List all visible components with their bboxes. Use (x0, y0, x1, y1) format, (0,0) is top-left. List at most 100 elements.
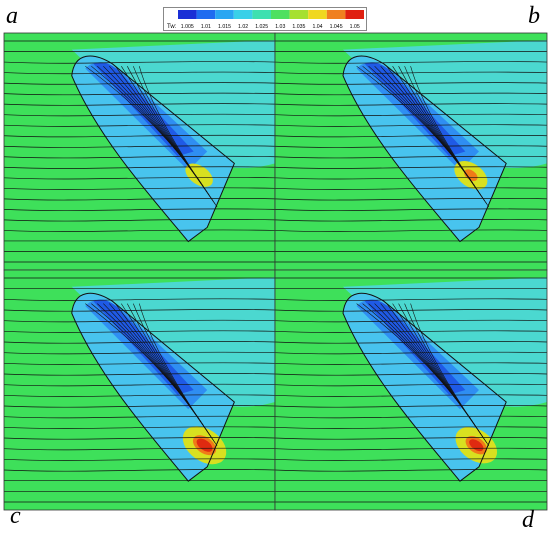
streamline (3, 124, 276, 127)
streamline (274, 208, 548, 211)
colorbar-swatch (178, 10, 197, 19)
streamline (3, 61, 276, 64)
colorbar-swatch (326, 10, 346, 19)
panel-border (274, 269, 548, 511)
streamline (3, 218, 276, 222)
colorbar-swatch (308, 10, 327, 19)
streamline (274, 437, 548, 440)
hot-yellow (185, 163, 213, 187)
streamline (3, 208, 276, 211)
streamline (274, 319, 548, 323)
streamline (274, 405, 548, 408)
body-light (343, 56, 507, 242)
surface-streamline (139, 66, 218, 208)
streamline (3, 341, 276, 344)
streamline (3, 437, 276, 440)
colorbar-tick-label: 1.05 (350, 24, 360, 30)
streamline (3, 319, 276, 323)
panel-label-a: a (6, 3, 18, 29)
streamline (3, 362, 276, 365)
streamline (3, 394, 276, 397)
colorbar-swatches: Tw: 1.005 1.01 1.015 1.02 1.025 1.03 1.035 1.04 1… (167, 10, 364, 30)
streamline (274, 113, 548, 117)
colorbar-tick-label: 1.045 (330, 24, 343, 30)
streamline (3, 447, 276, 451)
streamline (274, 155, 548, 159)
streamline (3, 187, 276, 190)
colorbar-tick-label: 1.025 (255, 24, 268, 30)
streamline (3, 405, 276, 408)
streamline (3, 298, 276, 301)
streamline (3, 103, 276, 106)
streamline (274, 447, 548, 451)
colorbar-swatch (252, 10, 271, 19)
streamline (3, 197, 276, 201)
streamline (3, 145, 276, 148)
streamline (274, 341, 548, 344)
streamline (274, 61, 548, 64)
colorbar-tick-label: 1.02 (238, 24, 248, 30)
streamline (274, 362, 548, 365)
streamline (3, 176, 276, 180)
streamline (3, 415, 276, 419)
streamline (274, 351, 548, 355)
body-light (71, 56, 235, 242)
colorbar-swatch (215, 10, 234, 19)
colorbar-swatch (345, 10, 364, 19)
streamline (274, 145, 548, 148)
colorbar-tick-label: 1.01 (201, 24, 211, 30)
streamline (3, 469, 276, 472)
streamline (3, 134, 276, 138)
body-edge (342, 55, 507, 243)
streamline (3, 426, 276, 429)
streamline (274, 124, 548, 127)
streamline (274, 415, 548, 419)
streamline (274, 373, 548, 376)
body-edge (342, 292, 507, 482)
streamline (274, 176, 548, 180)
streamline (274, 383, 548, 387)
streamline (274, 469, 548, 472)
streamline (3, 71, 276, 75)
streamline (274, 82, 548, 85)
contour-panel-d (274, 269, 548, 511)
body-edge (71, 292, 235, 482)
streamline (3, 82, 276, 85)
contour-panel-b (274, 32, 548, 271)
colorbar-swatch (289, 10, 309, 19)
surface-streamline (410, 303, 490, 446)
streamline (274, 298, 548, 301)
streamline (274, 218, 548, 222)
streamline (274, 166, 548, 169)
body-edge (71, 55, 235, 243)
streamline (3, 155, 276, 159)
colorbar-tick-label: 1.005 (181, 24, 194, 30)
surface-streamline (410, 66, 490, 208)
streamline (274, 187, 548, 190)
streamline (3, 373, 276, 376)
colorbar-swatch (271, 10, 290, 19)
streamline (274, 394, 548, 397)
streamline (3, 166, 276, 169)
colorbar-title: Tw: (167, 24, 177, 30)
surface-streamline (139, 303, 218, 446)
streamline (274, 71, 548, 75)
streamline (274, 103, 548, 106)
colorbar-legend: Tw: 1.005 1.01 1.015 1.02 1.025 1.03 1.035 1.04 1… (163, 7, 367, 31)
streamline (274, 229, 548, 232)
panel-label-c: c (10, 503, 21, 529)
streamline (3, 383, 276, 387)
streamline (274, 197, 548, 201)
streamline (274, 426, 548, 429)
streamline (274, 309, 548, 312)
streamline (3, 229, 276, 232)
streamline (274, 458, 548, 461)
colorbar-swatch (233, 10, 253, 19)
streamline (3, 351, 276, 355)
hot-orange (464, 169, 478, 181)
streamline (274, 134, 548, 138)
colorbar-swatch (196, 10, 216, 19)
colorbar-tick-label: 1.015 (218, 24, 231, 30)
contour-panel-c (3, 269, 276, 511)
streamline (3, 309, 276, 312)
